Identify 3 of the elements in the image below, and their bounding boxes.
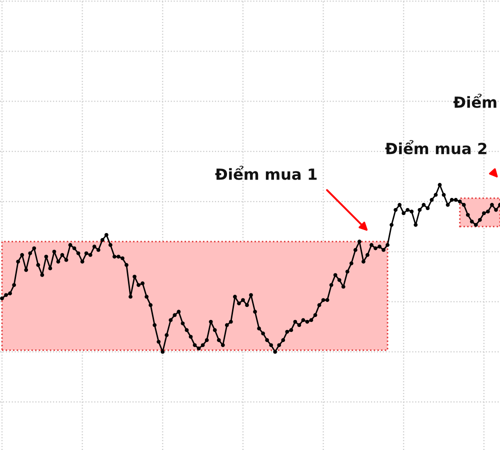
text: Điểm mua 2: [385, 140, 486, 154]
text: Điểm mua 1: [215, 166, 317, 180]
text: Điểm: [453, 94, 496, 108]
